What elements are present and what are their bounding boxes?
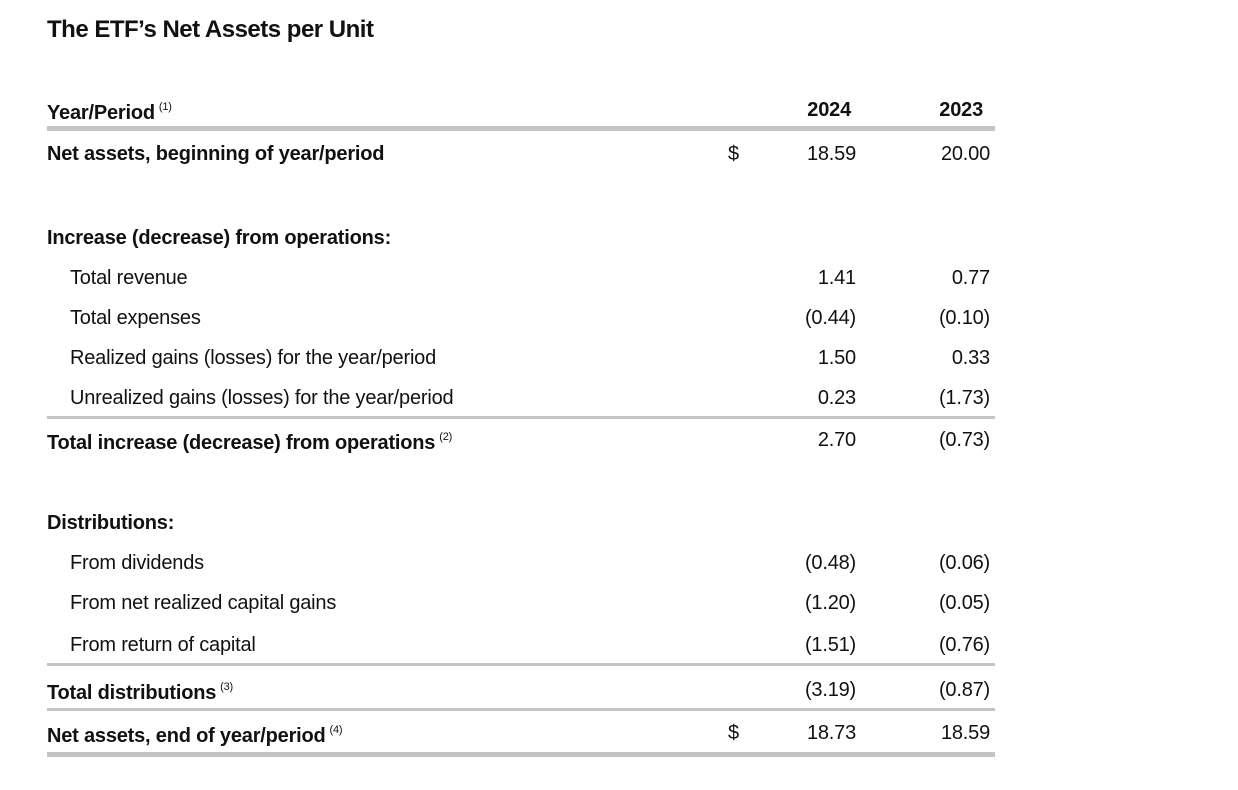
label-text: From dividends <box>70 552 204 574</box>
label-text: Total expenses <box>70 307 201 329</box>
item-label: From return of capital <box>70 633 256 657</box>
item-label: Total expenses <box>70 306 201 330</box>
value-cell: (0.76) <box>938 634 990 656</box>
item-label: From dividends <box>70 551 204 575</box>
footnote-ref: (3) <box>220 681 234 693</box>
bottom-rule <box>47 752 995 757</box>
subtotal-rule <box>47 416 995 419</box>
footnote-ref: (4) <box>329 724 343 736</box>
footnote-ref: (2) <box>439 431 453 443</box>
value-cell: 1.41 <box>817 267 856 289</box>
value-cell: (0.73) <box>938 429 990 451</box>
section-heading: Increase (decrease) from operations: <box>47 227 392 249</box>
title: The ETF’s Net Assets per Unit <box>47 16 374 43</box>
item-label: Realized gains (losses) for the year/per… <box>70 346 436 370</box>
value-cell: 20.00 <box>940 143 990 165</box>
row-label: Total distributions (3) <box>47 675 233 705</box>
value-cell: (0.44) <box>804 307 856 329</box>
value-cell: (1.73) <box>938 387 990 409</box>
column-header: 2024 <box>807 99 851 121</box>
value-cell: 0.23 <box>817 387 856 409</box>
section-heading: Distributions: <box>47 512 175 534</box>
column-header: 2023 <box>939 99 983 121</box>
label-text: From return of capital <box>70 634 256 656</box>
subtotal-rule <box>47 708 995 711</box>
label-text: Total distributions <box>47 682 217 704</box>
footnote-ref: (1) <box>158 101 172 113</box>
label-text: Net assets, end of year/period <box>47 725 326 747</box>
value-cell: (0.48) <box>804 552 856 574</box>
item-label: Total revenue <box>70 266 188 290</box>
currency-symbol: $ <box>728 143 739 165</box>
value-cell: (1.20) <box>804 592 856 614</box>
value-cell: (0.05) <box>938 592 990 614</box>
label-text: Realized gains (losses) for the year/per… <box>70 347 437 369</box>
value-cell: (0.06) <box>938 552 990 574</box>
label-text: Year/Period <box>47 102 155 124</box>
value-cell: (3.19) <box>804 679 856 701</box>
header-rule <box>47 126 995 131</box>
value-cell: 0.77 <box>951 267 990 289</box>
label-text: From net realized capital gains <box>70 592 337 614</box>
row-label: Total increase (decrease) from operation… <box>47 425 452 455</box>
header-label: Year/Period (1) <box>47 95 172 125</box>
value-cell: (0.10) <box>938 307 990 329</box>
value-cell: 1.50 <box>817 347 856 369</box>
value-cell: 0.33 <box>951 347 990 369</box>
item-label: Unrealized gains (losses) for the year/p… <box>70 386 454 410</box>
label-text: Total increase (decrease) from operation… <box>47 432 436 454</box>
value-cell: 18.59 <box>940 722 990 744</box>
value-cell: 2.70 <box>817 429 856 451</box>
item-label: From net realized capital gains <box>70 591 336 615</box>
value-cell: 18.59 <box>806 143 856 165</box>
value-cell: (1.51) <box>804 634 856 656</box>
subtotal-rule <box>47 663 995 666</box>
label-text: Unrealized gains (losses) for the year/p… <box>70 387 454 409</box>
label-text: Total revenue <box>70 267 188 289</box>
row-label: Net assets, end of year/period (4) <box>47 718 343 748</box>
value-cell: 18.73 <box>806 722 856 744</box>
currency-symbol: $ <box>728 722 739 744</box>
value-cell: (0.87) <box>938 679 990 701</box>
label-text: Net assets, beginning of year/period <box>47 143 385 165</box>
row-label: Net assets, beginning of year/period <box>47 142 385 166</box>
